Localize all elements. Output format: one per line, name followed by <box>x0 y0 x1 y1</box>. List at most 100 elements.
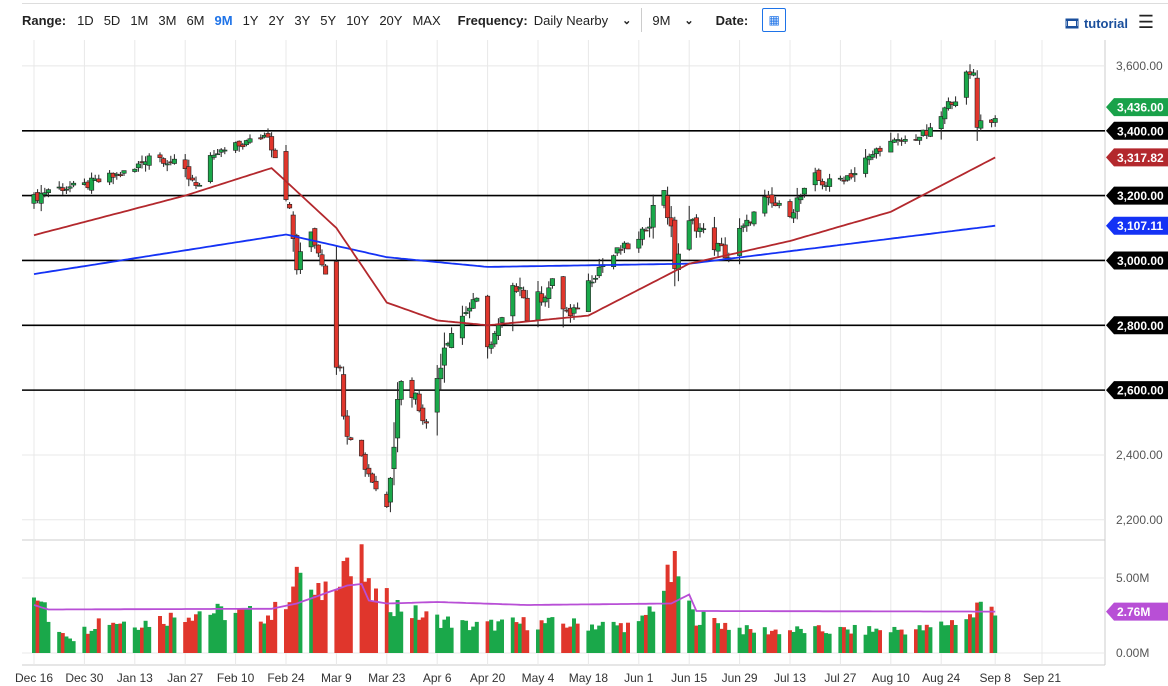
calendar-icon[interactable]: ▦ <box>762 8 787 32</box>
volume-bar <box>896 629 900 653</box>
period-select[interactable]: 9M ⌄ <box>652 13 693 28</box>
volume-bar <box>287 602 292 653</box>
candle-body <box>791 212 797 219</box>
volume-bar <box>975 602 980 653</box>
volume-bar <box>748 629 753 653</box>
x-tick-label: Jan 27 <box>167 671 203 685</box>
candle-body <box>117 174 123 177</box>
volume-bar <box>676 576 681 653</box>
x-tick-label: Apr 20 <box>470 671 506 685</box>
x-tick-label: Jun 29 <box>722 671 758 685</box>
candle-body <box>287 203 293 209</box>
volume-bar <box>874 628 879 653</box>
candle-body <box>798 196 804 201</box>
range-3m[interactable]: 3M <box>158 12 177 28</box>
volume-bar <box>122 621 126 653</box>
candle-body <box>942 107 948 120</box>
candle-body <box>290 214 296 239</box>
range-20y[interactable]: 20Y <box>379 12 403 28</box>
volume-bar <box>359 544 364 653</box>
ma200-badge <box>1106 216 1168 235</box>
candle-body <box>121 170 127 174</box>
level-badge-text: 2,800.00 <box>1117 319 1164 333</box>
volume-bar <box>395 600 400 653</box>
frequency-select[interactable]: Daily Nearby ⌄ <box>534 13 632 28</box>
volume-bar <box>795 626 800 653</box>
range-9m[interactable]: 9M <box>214 12 233 28</box>
candle-body <box>423 421 429 424</box>
candle-body <box>474 297 480 302</box>
volume-bar <box>536 629 540 653</box>
range-5y[interactable]: 5Y <box>320 12 337 28</box>
volume-bar <box>136 629 141 653</box>
volume-bar <box>626 622 630 653</box>
candle-body <box>801 187 807 195</box>
volume-bar <box>690 609 695 653</box>
candle-body <box>891 139 897 143</box>
range-1y[interactable]: 1Y <box>242 12 259 28</box>
volume-bar <box>662 590 666 653</box>
ma200-line <box>33 224 996 275</box>
volume-bar <box>863 634 868 653</box>
volume-bar <box>273 601 278 653</box>
hamburger-menu-icon[interactable]: ☰ <box>1137 12 1154 32</box>
volume-bar <box>827 633 832 653</box>
volume-bar <box>143 620 148 653</box>
volume-bar <box>849 633 854 653</box>
candle-body <box>524 297 530 322</box>
candle-body <box>870 154 876 158</box>
range-1m[interactable]: 1M <box>130 12 149 28</box>
candle-body <box>517 287 523 290</box>
candle-body <box>42 192 48 196</box>
volume-bar <box>917 625 922 653</box>
volume-bar <box>161 623 166 653</box>
candle-body <box>441 347 447 366</box>
volume-bar <box>132 627 137 653</box>
x-tick-label: Aug 24 <box>922 671 960 685</box>
volume-bar <box>788 630 792 653</box>
volume-bar <box>543 623 548 653</box>
range-1d[interactable]: 1D <box>77 12 94 28</box>
volume-bar <box>312 594 317 653</box>
candle-body <box>816 169 822 181</box>
volume-bar <box>525 630 530 653</box>
range-max[interactable]: MAX <box>412 12 441 28</box>
range-10y[interactable]: 10Y <box>346 12 370 28</box>
candle-body <box>589 281 595 284</box>
candle-body <box>992 118 998 123</box>
candle-body <box>701 228 707 231</box>
range-3y[interactable]: 3Y <box>294 12 311 28</box>
volume-bar <box>248 606 252 653</box>
range-6m[interactable]: 6M <box>186 12 205 28</box>
candle-body <box>693 217 699 232</box>
volume-bar <box>586 630 591 653</box>
frequency-label: Frequency: <box>457 12 528 28</box>
candle-body <box>459 315 465 339</box>
candle-body <box>146 155 152 166</box>
range-2y[interactable]: 2Y <box>268 12 285 28</box>
x-tick-label: May 4 <box>522 671 555 685</box>
volume-bar <box>266 615 270 653</box>
candle-body <box>769 194 775 204</box>
volume-bar <box>719 628 724 653</box>
range-5d[interactable]: 5D <box>103 12 121 28</box>
chevron-down-icon: ⌄ <box>684 14 694 27</box>
volume-bar <box>845 629 850 653</box>
volume-bar <box>96 618 101 653</box>
candle-body <box>611 255 617 267</box>
candle-body <box>895 139 901 141</box>
volume-bar <box>492 630 497 653</box>
volume-bar <box>762 627 767 653</box>
range-buttons: 1D 5D 1M 3M 6M 9M 1Y 2Y 3Y 5Y 10Y 20Y MAX <box>72 13 446 28</box>
volume-bar <box>737 627 742 653</box>
candle-body <box>639 228 645 240</box>
candle-body <box>963 71 969 98</box>
volume-bar <box>474 621 479 653</box>
candle-body <box>240 144 246 148</box>
candle-body <box>467 307 473 312</box>
candle-body <box>488 344 494 349</box>
candle-body <box>837 177 843 180</box>
tutorial-link[interactable]: 🎞 tutorial <box>1064 16 1128 32</box>
volume-bar <box>518 623 522 653</box>
